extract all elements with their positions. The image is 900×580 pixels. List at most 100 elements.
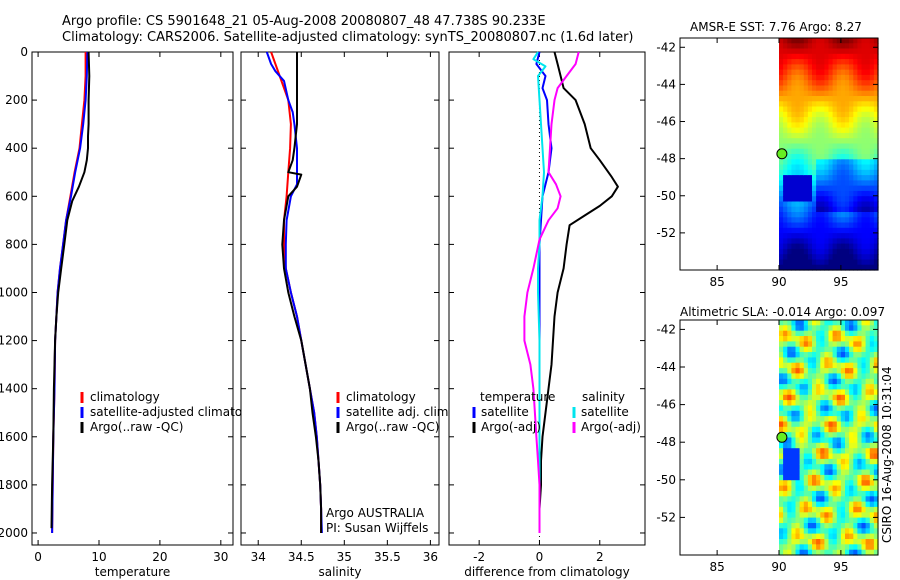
heatmap-cell bbox=[795, 421, 801, 428]
heatmap-cell bbox=[816, 69, 821, 76]
heatmap-cell bbox=[803, 180, 809, 187]
heatmap-cell bbox=[845, 325, 850, 332]
heatmap-cell bbox=[840, 222, 846, 229]
legend-label: Argo(-adj) bbox=[581, 420, 641, 434]
heatmap-cell bbox=[824, 405, 830, 412]
heatmap-cell bbox=[803, 442, 809, 449]
heatmap-cell bbox=[787, 464, 792, 471]
heatmap-cell bbox=[853, 485, 858, 492]
heatmap-cell bbox=[857, 464, 863, 471]
heatmap-cell bbox=[807, 400, 813, 406]
heatmap-cell bbox=[853, 469, 858, 476]
heatmap-cell bbox=[812, 59, 817, 65]
heatmap-cell bbox=[873, 442, 879, 449]
heatmap-cell bbox=[791, 233, 797, 239]
heatmap-cell bbox=[807, 101, 813, 108]
heatmap-cell bbox=[787, 432, 792, 439]
heatmap-cell bbox=[873, 506, 879, 513]
heatmap-cell bbox=[816, 528, 821, 535]
heatmap-cell bbox=[824, 357, 830, 364]
heatmap-cell bbox=[783, 101, 788, 108]
heatmap-cell bbox=[869, 80, 875, 87]
heatmap-cell bbox=[865, 437, 871, 444]
heatmap-cell bbox=[845, 43, 850, 50]
heatmap-cell bbox=[824, 159, 830, 166]
heatmap-cell bbox=[836, 405, 842, 412]
heatmap-cell bbox=[832, 480, 838, 487]
heatmap-cell bbox=[869, 330, 875, 337]
heatmap-cell bbox=[812, 539, 817, 545]
heatmap-cell bbox=[820, 458, 825, 465]
heatmap-cell bbox=[803, 248, 809, 255]
heatmap-cell bbox=[857, 426, 863, 433]
heatmap-cell bbox=[869, 106, 875, 113]
heatmap-cell bbox=[795, 117, 801, 123]
heatmap-cell bbox=[861, 148, 867, 155]
heatmap-cell bbox=[845, 154, 850, 160]
heatmap-cell bbox=[791, 416, 797, 422]
heatmap-cell bbox=[861, 196, 867, 203]
heatmap-cell bbox=[795, 368, 801, 374]
heatmap-cell bbox=[861, 378, 867, 385]
heatmap-cell bbox=[869, 490, 875, 497]
heatmap-cell bbox=[824, 227, 830, 234]
heatmap-cell bbox=[816, 442, 821, 449]
heatmap-cell bbox=[812, 222, 817, 229]
heatmap-cell bbox=[865, 85, 871, 92]
heatmap-cell bbox=[849, 437, 854, 444]
heatmap-cell bbox=[787, 164, 792, 171]
heatmap-cell bbox=[791, 544, 797, 551]
heatmap-cell bbox=[836, 101, 842, 108]
y-tick-label: -42 bbox=[656, 322, 676, 336]
heatmap-cell bbox=[779, 143, 784, 150]
heatmap-cell bbox=[791, 74, 797, 81]
heatmap-cell bbox=[836, 485, 842, 492]
heatmap-cell bbox=[845, 517, 850, 524]
heatmap-cell bbox=[803, 357, 809, 364]
heatmap-cell bbox=[865, 43, 871, 50]
heatmap-cell bbox=[840, 352, 846, 358]
argo-float-marker bbox=[776, 431, 788, 443]
heatmap-cell bbox=[779, 362, 784, 369]
heatmap-cell bbox=[873, 190, 879, 197]
heatmap-cell bbox=[779, 426, 784, 433]
heatmap-cell bbox=[832, 368, 838, 374]
heatmap-cell bbox=[787, 490, 792, 497]
legend-label: satellite bbox=[581, 405, 629, 419]
heatmap-cell bbox=[857, 143, 863, 150]
heatmap-cell bbox=[791, 496, 797, 503]
heatmap-cell bbox=[791, 352, 797, 358]
heatmap-cell bbox=[795, 432, 801, 439]
heatmap-cell bbox=[865, 127, 871, 134]
heatmap-cell bbox=[812, 469, 817, 476]
heatmap-cell bbox=[849, 138, 854, 145]
heatmap-cell bbox=[836, 185, 842, 192]
heatmap-cell bbox=[853, 259, 858, 266]
x-axis-label: salinity bbox=[318, 565, 361, 579]
heatmap-cell bbox=[836, 196, 842, 203]
heatmap-cell bbox=[853, 101, 858, 108]
heatmap-cell bbox=[845, 469, 850, 476]
heatmap-cell bbox=[783, 517, 788, 524]
heatmap-cell bbox=[836, 59, 842, 65]
heatmap-cell bbox=[820, 426, 825, 433]
heatmap-cell bbox=[783, 352, 788, 358]
heatmap-cell bbox=[832, 132, 838, 139]
heatmap-cell bbox=[824, 453, 830, 460]
heatmap-cell bbox=[812, 501, 817, 508]
heatmap-cell bbox=[795, 48, 801, 55]
heatmap-cell bbox=[869, 185, 875, 192]
heatmap-cell bbox=[845, 346, 850, 353]
heatmap-cell bbox=[861, 206, 867, 213]
heatmap-cell bbox=[873, 222, 879, 229]
heatmap-cell bbox=[828, 264, 834, 271]
heatmap-cell bbox=[832, 127, 838, 134]
heatmap-cell bbox=[873, 426, 879, 433]
heatmap-cell bbox=[816, 533, 821, 540]
heatmap-cell bbox=[836, 154, 842, 160]
heatmap-cell bbox=[836, 523, 842, 529]
heatmap-cell bbox=[812, 106, 817, 113]
heatmap-cell bbox=[807, 264, 813, 271]
heatmap-cell bbox=[803, 410, 809, 417]
heatmap-cell bbox=[861, 222, 867, 229]
